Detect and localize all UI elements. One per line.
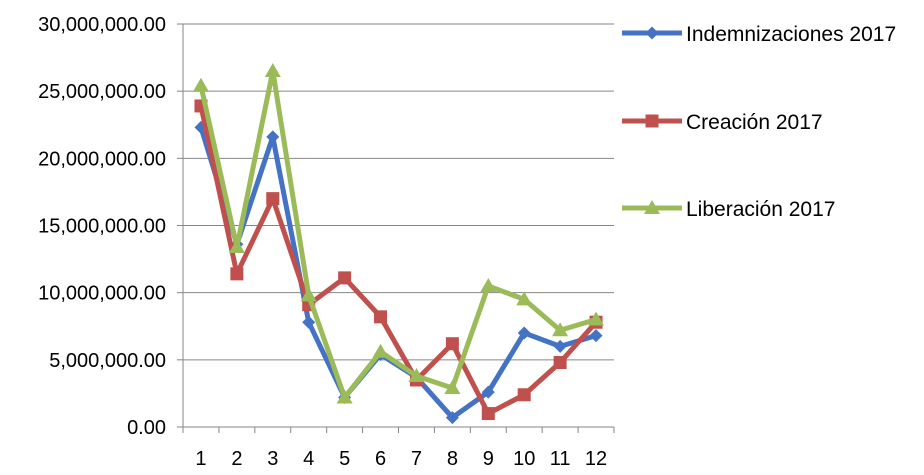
data-point — [480, 277, 497, 292]
x-tick-label: 9 — [483, 448, 494, 470]
data-point — [266, 130, 280, 144]
data-point — [266, 192, 280, 206]
y-tick-label: 0.00 — [127, 417, 166, 439]
data-point — [338, 271, 352, 285]
y-tick-labels: 0.00 5,000,000.00 10,000,000.00 15,000,000.… — [38, 14, 166, 439]
legend-marker — [645, 26, 659, 40]
data-point — [589, 329, 603, 343]
axes — [177, 23, 615, 433]
data-point — [553, 356, 567, 370]
data-point — [517, 388, 531, 402]
y-tick-label: 30,000,000.00 — [38, 14, 166, 36]
data-point — [553, 339, 567, 353]
x-tick-labels: 1 2 3 4 5 6 7 8 9 10 11 12 — [195, 448, 607, 470]
x-tick-label: 7 — [411, 448, 422, 470]
legend: Indemnizaciones 2017 Creación 2017 Liberac… — [622, 23, 896, 221]
x-tick-label: 6 — [375, 448, 386, 470]
data-point — [408, 367, 425, 382]
data-point — [445, 337, 459, 351]
data-point — [588, 311, 605, 326]
data-point — [230, 267, 244, 281]
data-point — [481, 385, 495, 399]
data-point — [228, 238, 245, 253]
legend-label: Liberación 2017 — [686, 198, 835, 221]
x-tick-label: 10 — [513, 448, 535, 470]
data-point — [264, 63, 281, 78]
legend-label: Creación 2017 — [686, 111, 823, 134]
data-point — [374, 310, 388, 324]
series-line — [198, 126, 597, 421]
data-point — [372, 343, 389, 358]
x-tick-label: 4 — [303, 448, 314, 470]
data-point — [517, 326, 531, 340]
legend-label: Indemnizaciones 2017 — [686, 23, 896, 46]
y-tick-label: 20,000,000.00 — [38, 148, 166, 170]
data-point — [516, 291, 533, 306]
y-tick-label: 25,000,000.00 — [38, 81, 166, 103]
x-tick-label: 11 — [550, 448, 571, 470]
series-2 — [192, 63, 605, 404]
data-point — [552, 322, 569, 337]
data-point — [336, 389, 353, 404]
legend-marker — [645, 114, 659, 128]
x-tick-label: 2 — [231, 448, 242, 470]
data-series — [192, 63, 605, 425]
x-tick-label: 8 — [447, 448, 458, 470]
data-point — [192, 77, 209, 92]
x-tick-label: 3 — [267, 448, 278, 470]
y-tick-label: 5,000,000.00 — [49, 350, 166, 372]
y-tick-label: 10,000,000.00 — [38, 283, 166, 305]
legend-marker — [644, 200, 660, 214]
data-point — [481, 407, 495, 421]
data-point — [300, 287, 317, 302]
data-point — [302, 315, 316, 329]
x-tick-label: 5 — [339, 448, 350, 470]
y-tick-label: 15,000,000.00 — [38, 216, 166, 238]
legend-entry: Indemnizaciones 2017 — [622, 23, 896, 46]
data-point — [445, 411, 459, 425]
legend-entry: Liberación 2017 — [622, 198, 835, 221]
x-tick-label: 12 — [585, 448, 607, 470]
legend-entry: Creación 2017 — [622, 111, 823, 134]
x-tick-label: 1 — [195, 448, 206, 470]
data-point — [444, 380, 461, 395]
